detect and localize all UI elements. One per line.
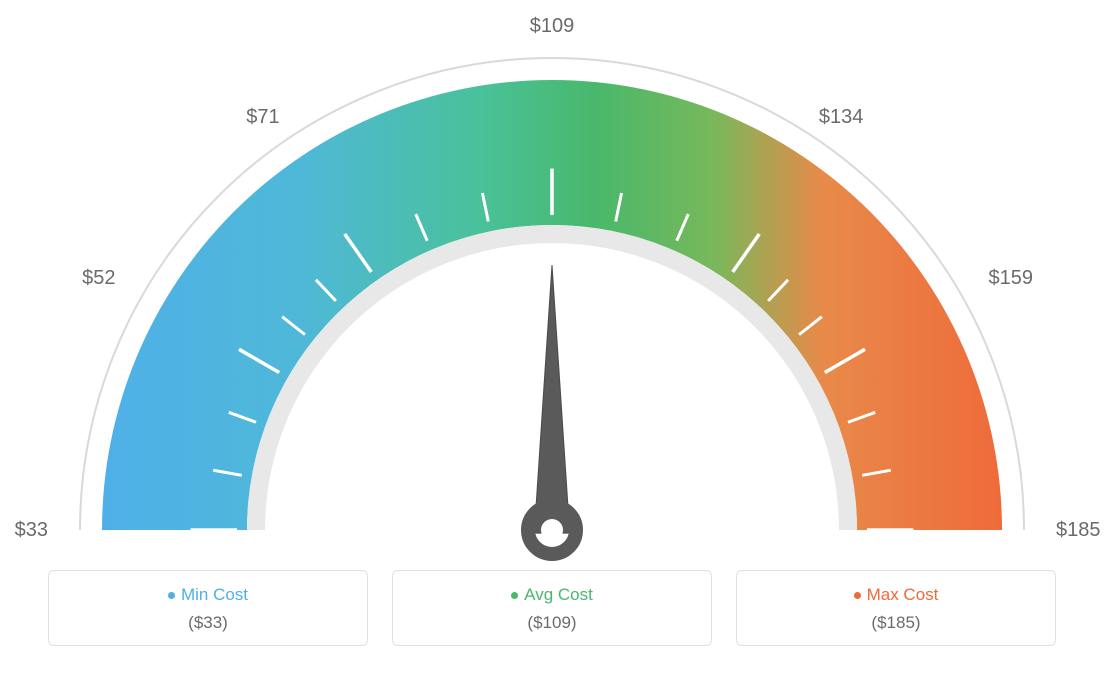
legend-max-label: Max Cost xyxy=(867,585,939,605)
legend-min-value: ($33) xyxy=(49,613,367,633)
legend-min: Min Cost ($33) xyxy=(48,570,368,646)
legend-max-value: ($185) xyxy=(737,613,1055,633)
cost-gauge: $33 $52 $71 $109 $134 $159 $185 xyxy=(0,0,1104,570)
gauge-tick-label: $134 xyxy=(819,106,864,128)
legend-avg-label: Avg Cost xyxy=(524,585,593,605)
legend-avg: Avg Cost ($109) xyxy=(392,570,712,646)
gauge-tick-label: $159 xyxy=(988,267,1033,289)
gauge-tick-label: $185 xyxy=(1056,519,1101,541)
legend-max-dot xyxy=(854,592,861,599)
legend-avg-value: ($109) xyxy=(393,613,711,633)
legend-max: Max Cost ($185) xyxy=(736,570,1056,646)
legend-min-dot xyxy=(168,592,175,599)
gauge-tick-label: $33 xyxy=(15,519,48,541)
legend-min-label: Min Cost xyxy=(181,585,248,605)
gauge-tick-label: $71 xyxy=(246,106,279,128)
legend-row: Min Cost ($33) Avg Cost ($109) Max Cost … xyxy=(0,570,1104,646)
legend-avg-dot xyxy=(511,592,518,599)
gauge-tick-label: $109 xyxy=(530,15,575,37)
gauge-tick-label: $52 xyxy=(82,267,115,289)
